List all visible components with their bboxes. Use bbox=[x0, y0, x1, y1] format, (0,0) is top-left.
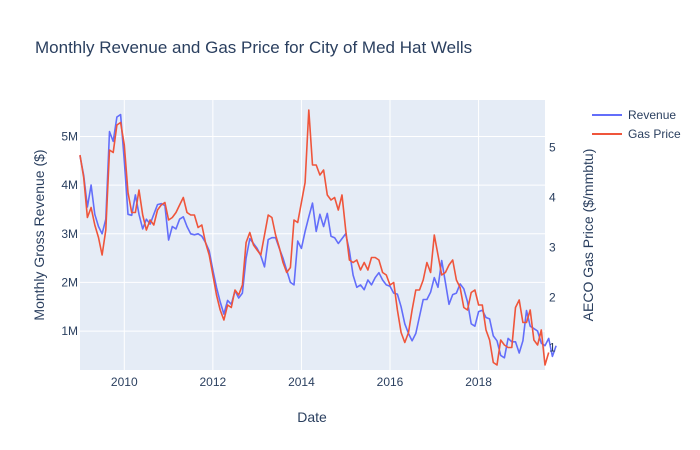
legend-label-revenue: Revenue bbox=[628, 108, 676, 122]
chart-title: Monthly Revenue and Gas Price for City o… bbox=[35, 38, 472, 57]
y2-tick-label: 1 bbox=[549, 341, 556, 355]
x-tick-label: 2014 bbox=[288, 375, 315, 389]
y2-tick-label: 5 bbox=[549, 141, 556, 155]
y-axis-title: Monthly Gross Revenue ($) bbox=[31, 149, 47, 320]
series-lines bbox=[79, 109, 557, 366]
y-tick-label: 5M bbox=[61, 129, 78, 143]
y2-tick-labels: 1 2 3 4 5 bbox=[549, 141, 556, 355]
legend-label-gas-price: Gas Price bbox=[628, 127, 681, 141]
x-axis-title: Date bbox=[297, 409, 327, 425]
y-tick-labels: 1M 2M 3M 4M 5M bbox=[61, 129, 78, 338]
series-line-gas-price bbox=[79, 109, 550, 366]
y2-tick-label: 4 bbox=[549, 191, 556, 205]
x-tick-labels: 2010 2012 2014 2016 2018 bbox=[111, 375, 492, 389]
grid-lines bbox=[80, 100, 545, 370]
y2-tick-label: 3 bbox=[549, 241, 556, 255]
x-tick-label: 2018 bbox=[465, 375, 492, 389]
series-line-revenue bbox=[79, 113, 557, 359]
x-tick-label: 2010 bbox=[111, 375, 138, 389]
y-tick-label: 4M bbox=[61, 178, 78, 192]
y-tick-label: 1M bbox=[61, 324, 78, 338]
x-tick-label: 2016 bbox=[377, 375, 404, 389]
legend[interactable]: Revenue Gas Price bbox=[592, 108, 681, 141]
y2-axis-title: AECO Gas Price ($/mmbtu) bbox=[580, 149, 596, 322]
plot-area bbox=[80, 100, 545, 370]
x-tick-label: 2012 bbox=[200, 375, 227, 389]
y2-tick-label: 2 bbox=[549, 291, 556, 305]
y-tick-label: 2M bbox=[61, 275, 78, 289]
y-tick-label: 3M bbox=[61, 227, 78, 241]
